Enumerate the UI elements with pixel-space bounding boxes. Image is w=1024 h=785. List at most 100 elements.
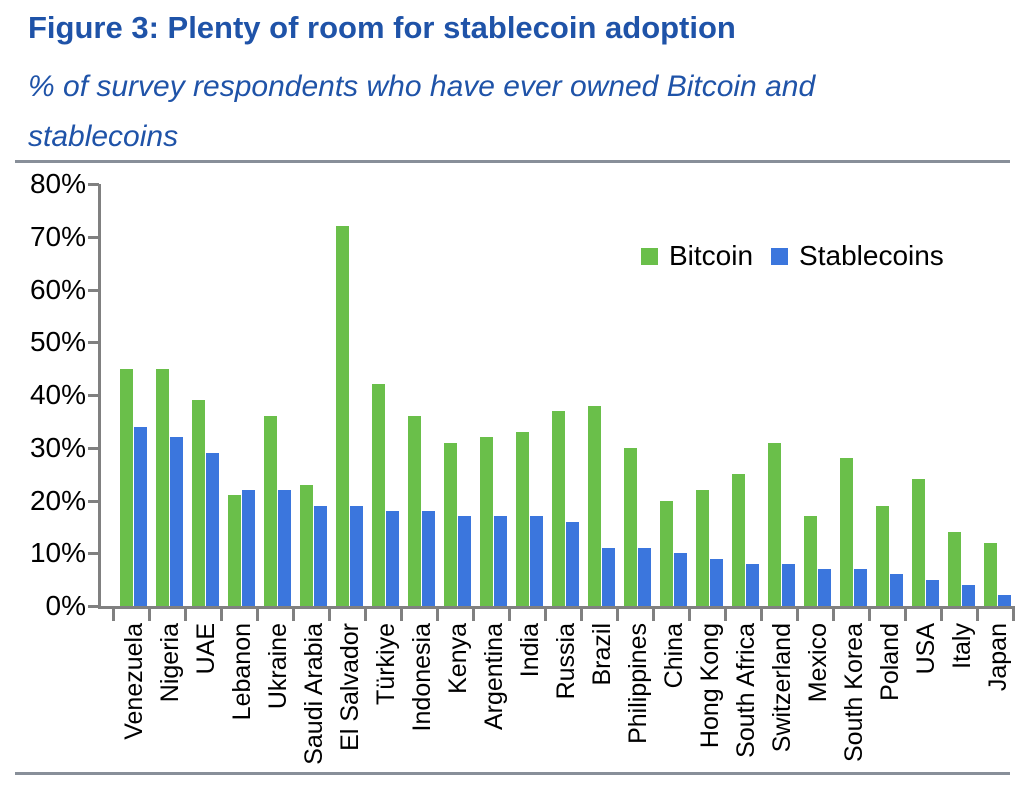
x-axis-label: South Africa	[728, 623, 764, 758]
legend-bitcoin-swatch-icon	[641, 247, 658, 265]
x-tick-mark	[904, 609, 907, 621]
x-axis-label: Kenya	[440, 623, 476, 694]
x-axis-label-text: South Korea	[840, 623, 868, 762]
y-tick-mark	[88, 446, 99, 450]
bitcoin-bar	[264, 416, 277, 606]
x-axis-label-text: Italy	[948, 623, 976, 669]
x-tick-mark	[580, 609, 583, 621]
x-tick-mark	[832, 609, 835, 621]
y-axis-tick-label: 30%	[29, 431, 86, 463]
y-axis-tick-label: 20%	[29, 484, 86, 516]
x-tick-mark	[472, 609, 475, 621]
bitcoin-bar	[876, 505, 889, 606]
y-tick-mark	[88, 288, 99, 292]
x-axis-label: Switzerland	[764, 623, 800, 752]
stablecoins-bar	[746, 563, 759, 606]
bar-group	[905, 184, 941, 606]
stablecoins-bar	[854, 569, 867, 606]
stablecoins-bar	[890, 574, 903, 606]
x-tick-mark	[544, 609, 547, 621]
x-axis-label-text: Argentina	[480, 623, 508, 731]
bar-group	[509, 184, 545, 606]
stablecoins-bar	[530, 516, 543, 606]
bitcoin-bar	[624, 447, 637, 606]
y-tick-mark	[88, 394, 99, 397]
x-tick-mark	[724, 609, 727, 621]
x-axis-label-text: Lebanon	[228, 623, 256, 721]
x-tick-mark	[796, 609, 799, 621]
stablecoins-bar	[206, 453, 219, 606]
x-tick-mark	[940, 609, 943, 621]
bar-group	[725, 184, 761, 606]
x-axis-label-text: USA	[912, 623, 940, 675]
legend-item-bitcoin: Bitcoin	[641, 240, 753, 272]
legend-label-bitcoin: Bitcoin	[669, 240, 754, 271]
bar-group	[977, 184, 1013, 606]
stablecoins-bar	[818, 569, 831, 606]
bitcoin-bar	[732, 474, 745, 606]
y-tick-mark	[88, 499, 99, 503]
x-tick-mark	[760, 609, 763, 621]
stablecoins-bar	[134, 426, 147, 606]
x-axis-label-text: South Africa	[732, 623, 760, 758]
x-axis-label: Mexico	[800, 623, 836, 702]
stablecoins-bar	[494, 516, 507, 606]
x-axis-label-text: Hong Kong	[696, 623, 724, 749]
bar-group	[113, 184, 149, 606]
x-tick-mark	[220, 609, 223, 621]
plot-area: Bitcoin Stablecoins	[98, 184, 1015, 621]
stablecoins-bar	[170, 437, 183, 606]
x-axis-label: Japan	[980, 623, 1016, 691]
x-axis-label: USA	[908, 623, 944, 674]
y-axis-tick-label: 0%	[45, 590, 86, 621]
x-axis-label-text: Saudi Arabia	[300, 623, 328, 765]
bitcoin-bar	[156, 368, 169, 606]
x-axis-label-text: Ukraine	[264, 623, 292, 710]
bars-area	[113, 184, 1013, 606]
x-tick-mark	[976, 609, 979, 621]
stablecoins-bar	[422, 511, 435, 606]
stablecoins-bar	[962, 584, 975, 606]
bar-group	[329, 184, 365, 606]
y-tick-mark	[88, 605, 99, 608]
figure-title: Figure 3: Plenty of room for stablecoin …	[28, 10, 736, 45]
bar-group	[761, 184, 797, 606]
y-axis-tick-label: 60%	[29, 273, 86, 305]
bar-group	[581, 184, 617, 606]
legend-item-stablecoins: Stablecoins	[771, 240, 944, 272]
stablecoins-bar	[458, 516, 471, 606]
y-axis-tick-label: 50%	[29, 326, 86, 358]
x-tick-mark	[112, 609, 115, 621]
x-axis-label-text: Mexico	[804, 623, 832, 703]
x-axis-label-text: India	[516, 623, 544, 678]
x-axis-label-text: Nigeria	[156, 623, 184, 703]
bitcoin-bar	[192, 400, 205, 606]
stablecoins-bar	[350, 505, 363, 606]
y-tick-mark	[88, 183, 99, 186]
x-tick-mark	[1012, 609, 1015, 621]
stablecoins-bar	[278, 489, 291, 606]
chart-legend: Bitcoin Stablecoins	[641, 240, 944, 272]
bitcoin-bar	[120, 368, 133, 606]
stablecoins-bar	[314, 505, 327, 606]
y-axis-tick-label: 70%	[29, 220, 86, 252]
bitcoin-bar	[336, 226, 349, 606]
x-axis-label-text: Philippines	[624, 623, 652, 744]
y-tick-mark	[88, 552, 99, 556]
bitcoin-bar	[984, 542, 997, 606]
bottom-separator-line	[15, 772, 1010, 775]
stablecoins-bar	[926, 579, 939, 606]
y-axis-tick-label: 80%	[29, 168, 86, 199]
bar-group	[797, 184, 833, 606]
x-tick-mark	[148, 609, 151, 621]
x-axis-label: UAE	[188, 623, 224, 674]
bitcoin-bar	[408, 416, 421, 606]
bar-group	[869, 184, 905, 606]
x-axis-label: Nigeria	[152, 623, 188, 702]
x-tick-mark	[256, 609, 259, 621]
bitcoin-bar	[480, 437, 493, 606]
subtitle-line-2: stablecoins	[28, 120, 179, 153]
bar-group	[221, 184, 257, 606]
bar-group	[545, 184, 581, 606]
